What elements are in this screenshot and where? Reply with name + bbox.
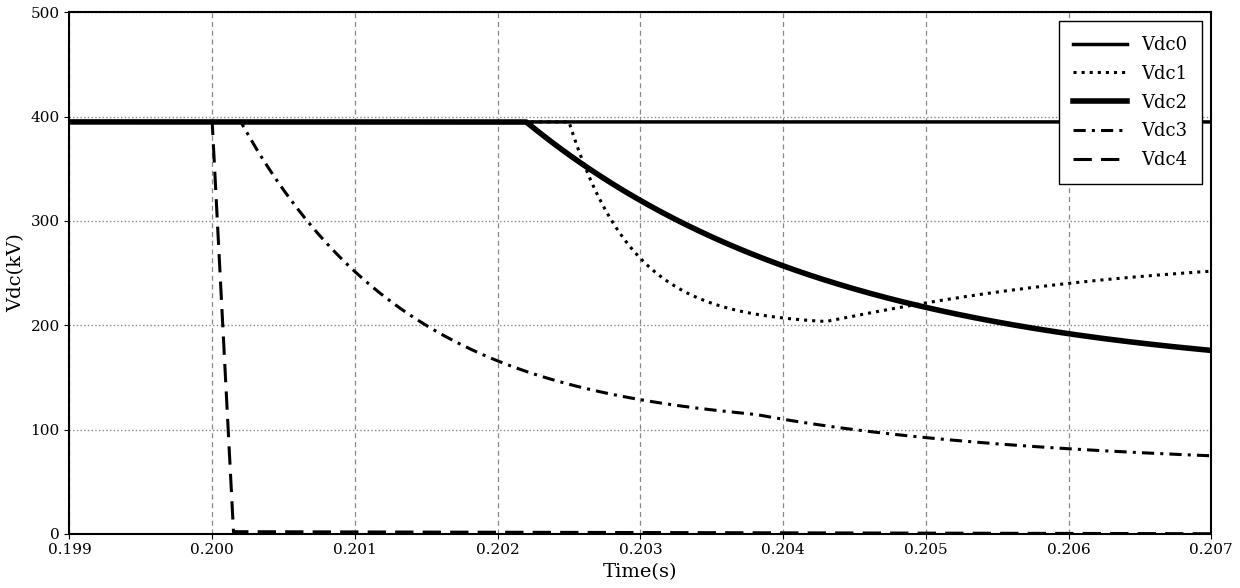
Y-axis label: Vdc(kV): Vdc(kV) <box>7 234 25 312</box>
Legend: Vdc0, Vdc1, Vdc2, Vdc3, Vdc4: Vdc0, Vdc1, Vdc2, Vdc3, Vdc4 <box>1059 22 1203 183</box>
X-axis label: Time(s): Time(s) <box>603 563 677 581</box>
